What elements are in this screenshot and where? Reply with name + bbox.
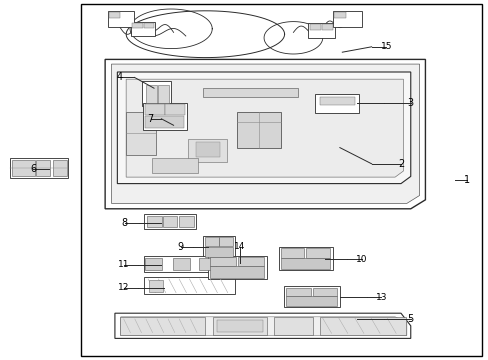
- Polygon shape: [105, 59, 425, 209]
- Bar: [36, 160, 50, 176]
- Text: 6: 6: [30, 164, 36, 174]
- Text: 4: 4: [117, 72, 122, 82]
- Bar: [320, 317, 405, 335]
- Bar: [210, 266, 264, 278]
- Text: 5: 5: [407, 314, 413, 324]
- Bar: [212, 317, 266, 335]
- Bar: [164, 104, 184, 115]
- Bar: [145, 85, 157, 103]
- Bar: [278, 247, 332, 270]
- Bar: [237, 112, 281, 148]
- Bar: [132, 23, 142, 28]
- Bar: [273, 317, 312, 335]
- Text: 3: 3: [407, 98, 413, 108]
- Bar: [204, 237, 219, 246]
- Polygon shape: [126, 79, 403, 177]
- Bar: [305, 248, 329, 258]
- Bar: [145, 104, 164, 115]
- Bar: [130, 22, 155, 36]
- Bar: [146, 216, 162, 227]
- Bar: [195, 142, 220, 157]
- Bar: [281, 248, 304, 258]
- Bar: [163, 216, 177, 227]
- Text: 11: 11: [118, 260, 129, 269]
- Bar: [219, 237, 233, 246]
- Bar: [151, 158, 198, 173]
- Bar: [321, 24, 332, 30]
- Bar: [238, 257, 263, 266]
- Bar: [179, 216, 193, 227]
- Bar: [149, 280, 163, 292]
- Bar: [173, 258, 189, 270]
- Bar: [120, 317, 205, 335]
- Polygon shape: [121, 317, 406, 336]
- Text: 9: 9: [178, 242, 183, 252]
- Bar: [144, 23, 154, 28]
- Bar: [207, 256, 266, 279]
- Text: 10: 10: [355, 255, 367, 264]
- Polygon shape: [117, 72, 410, 184]
- Text: 14: 14: [233, 242, 245, 251]
- Bar: [203, 236, 234, 257]
- Bar: [285, 288, 311, 296]
- Bar: [144, 214, 195, 229]
- Bar: [142, 81, 171, 106]
- Text: 13: 13: [375, 292, 386, 301]
- Bar: [333, 12, 346, 18]
- Bar: [144, 258, 161, 270]
- Bar: [53, 160, 66, 176]
- Bar: [81, 4, 481, 356]
- Bar: [109, 12, 120, 18]
- Bar: [126, 112, 155, 155]
- Text: 2: 2: [397, 159, 403, 169]
- Polygon shape: [203, 88, 298, 97]
- Bar: [285, 296, 337, 306]
- Text: 8: 8: [122, 218, 127, 228]
- Bar: [144, 277, 234, 294]
- Bar: [315, 94, 359, 113]
- Text: 15: 15: [380, 42, 391, 51]
- Polygon shape: [111, 64, 419, 203]
- Bar: [144, 256, 220, 272]
- Bar: [12, 160, 35, 176]
- Bar: [216, 320, 262, 332]
- Bar: [320, 97, 354, 105]
- Bar: [210, 257, 235, 266]
- Bar: [281, 258, 329, 269]
- Bar: [309, 24, 320, 30]
- Bar: [142, 103, 186, 130]
- Bar: [188, 139, 227, 162]
- Bar: [107, 11, 134, 27]
- Bar: [283, 286, 339, 307]
- Text: 1: 1: [463, 175, 469, 185]
- Text: 12: 12: [118, 284, 129, 292]
- Bar: [204, 247, 232, 257]
- Bar: [158, 85, 169, 103]
- Text: 7: 7: [147, 114, 153, 124]
- Bar: [145, 116, 184, 128]
- Bar: [332, 11, 361, 27]
- Bar: [307, 23, 334, 38]
- Bar: [312, 288, 336, 296]
- Polygon shape: [115, 313, 410, 338]
- Bar: [199, 258, 215, 270]
- Bar: [10, 158, 68, 178]
